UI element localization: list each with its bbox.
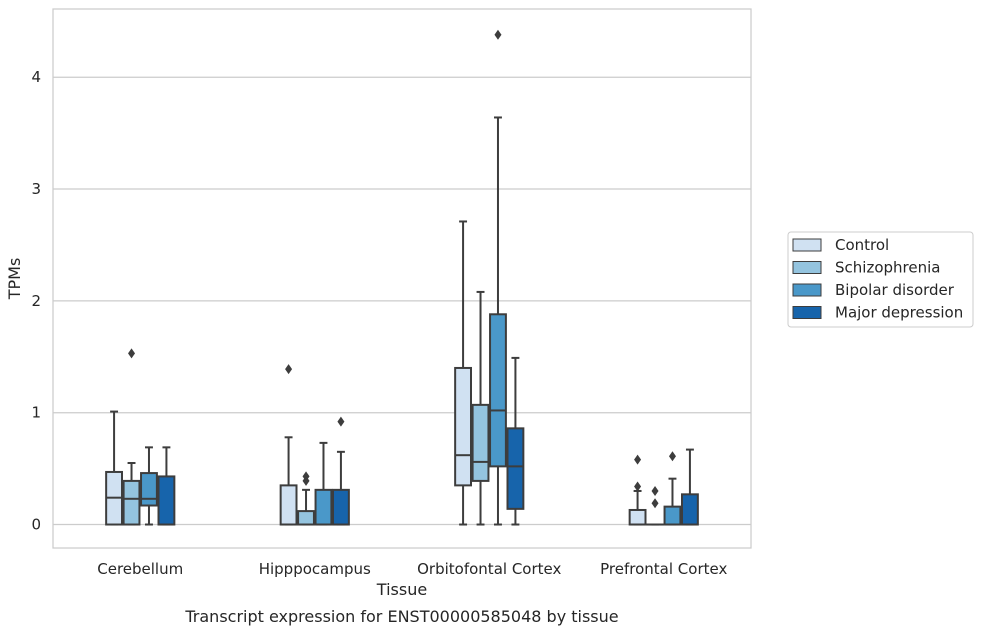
box-iqr [332,488,350,526]
outlier-point [668,451,676,462]
legend-swatch [792,306,822,319]
x-tick-label: Orbitofontal Cortex [417,560,561,578]
box-bipolar-disorder [489,29,507,526]
y-tick-label: 2 [31,292,41,310]
legend-label: Major depression [835,304,963,322]
box-iqr [297,510,315,526]
box-schizophrenia [646,485,664,526]
box-major-depression [506,356,525,526]
legend-swatch [792,261,822,274]
y-tick-label: 3 [31,180,41,198]
chart-caption: Transcript expression for ENST0000058504… [184,607,618,626]
box-schizophrenia [122,348,141,526]
box-bipolar-disorder [663,451,682,526]
outlier-point [337,416,345,427]
box-bipolar-disorder [314,441,333,526]
box-iqr [157,475,176,526]
box-major-depression [332,416,350,526]
y-tick-label: 4 [31,68,41,86]
legend-swatch [792,283,822,297]
legend-label: Control [835,236,889,254]
box-schizophrenia [471,290,490,526]
box-schizophrenia [297,471,315,526]
x-tick-label: Cerebellum [97,560,183,578]
legend: Control Schizophrenia Bipolar disorder Majo… [787,231,974,328]
outlier-point [494,29,502,40]
box-iqr [628,508,647,526]
outlier-point [285,364,293,375]
outlier-point [651,498,659,509]
box-major-depression [681,448,699,526]
outlier-point [634,481,642,492]
legend-label: Schizophrenia [835,259,940,277]
box-iqr [489,313,507,468]
outlier-point [302,471,310,482]
x-axis-label: Tissue [376,580,427,599]
box-control [628,454,647,526]
box-control [454,220,472,526]
box-iqr [279,484,298,526]
y-axis-ticks: 0 1 2 3 4 [31,68,41,533]
box-bipolar-disorder [140,446,158,526]
x-tick-label: Hipppocampus [259,560,371,578]
box-iqr [663,505,682,526]
x-tick-label: Prefrontal Cortex [600,560,727,578]
legend-swatch [792,238,822,252]
gridlines [53,76,751,526]
box-iqr [314,488,333,526]
box-iqr [506,427,525,510]
box-iqr [454,366,472,487]
box-iqr [122,479,141,526]
box-control [105,410,124,526]
x-axis-ticks: Cerebellum Hipppocampus Orbitofontal Corte… [97,560,727,578]
box-iqr [681,493,699,526]
box-iqr [140,472,158,507]
legend-label: Bipolar disorder [835,281,955,299]
plot-area-frame [52,8,752,549]
box-control [279,364,298,526]
box-major-depression [157,446,176,526]
outlier-point [128,348,136,359]
legend-frame [787,231,974,328]
boxes [105,29,699,526]
y-axis-label: TPMs [5,258,24,301]
outlier-point [651,485,659,496]
y-tick-label: 0 [31,516,41,534]
outlier-point [634,454,642,465]
box-iqr [471,403,490,482]
y-tick-label: 1 [31,404,41,422]
